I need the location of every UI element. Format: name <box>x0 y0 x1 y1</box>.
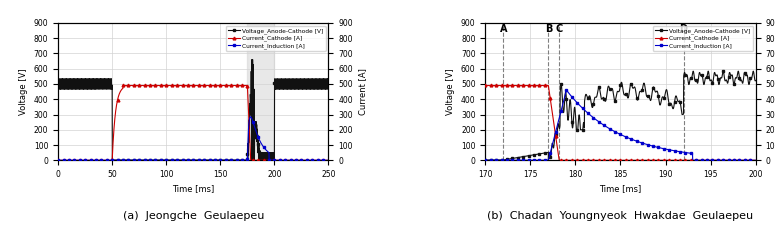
Current_Induction [A] <box>276 159 285 162</box>
Voltage_Anode-Cathode [V] <box>255 149 264 152</box>
Text: B: B <box>545 24 552 34</box>
Voltage_Anode-Cathode [V] <box>53 83 63 85</box>
Current_Cathode [A] <box>276 159 285 162</box>
Line: Current_Cathode [A]: Current_Cathode [A] <box>57 84 330 162</box>
Current_Cathode [A] <box>53 159 63 162</box>
Text: (b)  Chadan  Youngnyeok  Hwakdae  Geulaepeu: (b) Chadan Youngnyeok Hwakdae Geulaepeu <box>487 211 753 221</box>
Voltage_Anode-Cathode [V] <box>276 83 285 86</box>
Line: Voltage_Anode-Cathode [V]: Voltage_Anode-Cathode [V] <box>57 58 330 169</box>
Text: D: D <box>680 24 687 34</box>
X-axis label: Time [ms]: Time [ms] <box>599 185 642 194</box>
Text: A: A <box>500 24 507 34</box>
Current_Cathode [A] <box>215 84 225 87</box>
Legend: Voltage_Anode-Cathode [V], Current_Cathode [A], Current_Induction [A]: Voltage_Anode-Cathode [V], Current_Catho… <box>653 26 753 51</box>
Legend: Voltage_Anode-Cathode [V], Current_Cathode [A], Current_Induction [A]: Voltage_Anode-Cathode [V], Current_Catho… <box>226 26 326 51</box>
Voltage_Anode-Cathode [V] <box>157 159 166 161</box>
Current_Induction [A] <box>255 139 264 142</box>
Voltage_Anode-Cathode [V] <box>247 166 257 169</box>
Current_Induction [A] <box>102 159 112 162</box>
X-axis label: Time [ms]: Time [ms] <box>172 185 215 194</box>
Y-axis label: Current [A]: Current [A] <box>358 68 367 115</box>
Current_Induction [A] <box>157 159 166 162</box>
Current_Induction [A] <box>215 159 225 162</box>
Current_Cathode [A] <box>157 84 166 87</box>
Current_Cathode [A] <box>102 159 112 162</box>
Voltage_Anode-Cathode [V] <box>247 58 257 61</box>
Line: Current_Induction [A]: Current_Induction [A] <box>57 115 330 162</box>
Voltage_Anode-Cathode [V] <box>102 78 112 81</box>
Text: (a)  Jeongche  Geulaepeu: (a) Jeongche Geulaepeu <box>122 211 264 221</box>
Voltage_Anode-Cathode [V] <box>215 159 225 161</box>
Text: C: C <box>556 24 563 34</box>
Current_Induction [A] <box>229 159 239 162</box>
Current_Induction [A] <box>53 159 63 162</box>
Current_Cathode [A] <box>255 159 264 162</box>
Current_Cathode [A] <box>324 159 333 162</box>
Current_Induction [A] <box>324 159 333 162</box>
Current_Cathode [A] <box>119 84 128 87</box>
Current_Cathode [A] <box>229 84 239 87</box>
Bar <box>247 23 274 160</box>
Voltage_Anode-Cathode [V] <box>324 83 333 85</box>
Current_Induction [A] <box>246 115 255 118</box>
Y-axis label: Voltage [V]: Voltage [V] <box>19 68 28 115</box>
Voltage_Anode-Cathode [V] <box>229 159 239 161</box>
Y-axis label: Voltage [V]: Voltage [V] <box>446 68 456 115</box>
